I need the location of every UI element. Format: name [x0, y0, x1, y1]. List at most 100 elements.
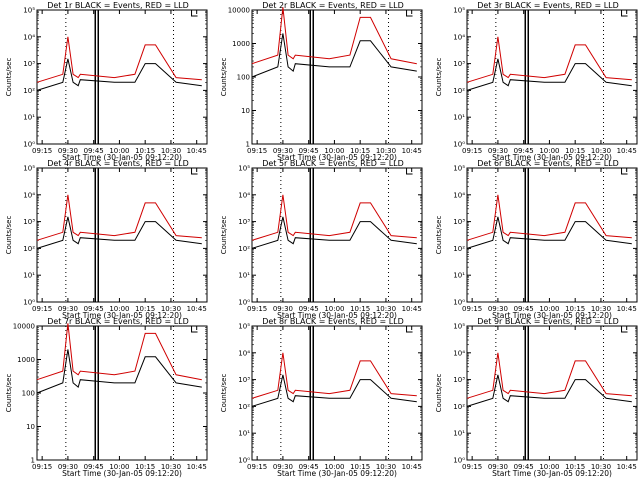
x-tick-label: 10:30 — [161, 463, 181, 471]
panel-title: Det 5r BLACK = Events, RED = LLD — [262, 159, 404, 168]
series-events-line — [251, 33, 417, 78]
x-tick-label: 09:45 — [299, 463, 319, 471]
y-tick-label: 10¹ — [238, 272, 250, 280]
y-tick-label: 10⁰ — [238, 457, 250, 465]
corner-bracket — [191, 326, 198, 333]
y-tick-label: 10² — [238, 245, 250, 253]
x-tick-label: 10:45 — [617, 463, 637, 471]
x-axis-label: Start Time (30-Jan-05 09:12:20) — [62, 469, 182, 478]
y-tick-label: 10¹ — [453, 272, 465, 280]
corner-bracket — [191, 10, 198, 17]
x-tick-label: 09:15 — [32, 305, 52, 313]
series-lld-line — [466, 194, 632, 241]
detector-panel: Det 5r BLACK = Events, RED = LLD 10⁰ 10¹ 10… — [220, 159, 423, 320]
y-tick-label: 10⁰ — [23, 299, 35, 307]
x-tick-label: 09:45 — [84, 147, 104, 155]
corner-bracket — [621, 10, 628, 17]
x-tick-label: 10:15 — [350, 463, 370, 471]
x-tick-label: 09:30 — [488, 147, 508, 155]
x-tick-label: 09:15 — [32, 147, 52, 155]
y-axis-label: Counts/sec — [435, 374, 443, 413]
panel-title: Det 8r BLACK = Events, RED = LLD — [262, 317, 404, 326]
y-tick-label: 10⁰ — [238, 299, 250, 307]
x-axis-label: Start Time (30-Jan-05 09:12:20) — [62, 311, 182, 320]
x-tick-label: 10:30 — [591, 305, 611, 313]
y-tick-label: 10⁰ — [453, 141, 465, 149]
panel-title: Det 7r BLACK = Events, RED = LLD — [47, 317, 189, 326]
y-tick-label: 10⁵ — [23, 7, 35, 15]
y-axis-label: Counts/sec — [220, 374, 228, 413]
x-tick-label: 10:30 — [161, 305, 181, 313]
x-tick-label: 09:30 — [58, 147, 78, 155]
x-tick-label: 10:30 — [591, 463, 611, 471]
y-tick-label: 1 — [31, 457, 35, 465]
x-tick-label: 10:45 — [402, 147, 422, 155]
detector-panel: Det 3r BLACK = Events, RED = LLD 10⁰ 10¹ 10… — [435, 1, 638, 162]
x-tick-label: 09:45 — [84, 463, 104, 471]
x-tick-label: 10:45 — [617, 147, 637, 155]
series-events-line — [36, 58, 202, 91]
x-axis-label: Start Time (30-Jan-05 09:12:20) — [492, 469, 612, 478]
series-events-line — [466, 216, 632, 249]
y-tick-label: 10⁴ — [23, 191, 35, 199]
series-events-line — [251, 374, 417, 407]
y-axis-label: Counts/sec — [5, 374, 13, 413]
y-axis-label: Counts/sec — [5, 216, 13, 255]
series-events-line — [466, 58, 632, 91]
y-tick-label: 10⁵ — [453, 323, 465, 331]
y-tick-label: 10 — [26, 423, 35, 431]
y-tick-label: 1000 — [232, 40, 250, 48]
x-tick-label: 09:45 — [299, 147, 319, 155]
y-axis-label: Counts/sec — [435, 216, 443, 255]
series-lld-line — [466, 36, 632, 83]
y-tick-label: 10⁰ — [453, 299, 465, 307]
panel-title: Det 3r BLACK = Events, RED = LLD — [477, 1, 619, 10]
x-tick-label: 09:15 — [247, 147, 267, 155]
panel-title: Det 4r BLACK = Events, RED = LLD — [47, 159, 189, 168]
plot-frame — [466, 325, 638, 461]
x-tick-label: 09:15 — [247, 463, 267, 471]
x-tick-label: 09:15 — [32, 463, 52, 471]
y-tick-label: 10³ — [453, 376, 465, 384]
panel-title: Det 9r BLACK = Events, RED = LLD — [477, 317, 619, 326]
detector-panel: Det 4r BLACK = Events, RED = LLD 10⁰ 10¹ 10… — [5, 159, 208, 320]
x-tick-label: 09:45 — [84, 305, 104, 313]
x-tick-label: 10:15 — [135, 147, 155, 155]
y-tick-label: 10¹ — [238, 430, 250, 438]
x-tick-label: 09:30 — [58, 463, 78, 471]
x-tick-label: 10:45 — [187, 463, 207, 471]
y-tick-label: 10¹ — [453, 430, 465, 438]
series-lld-line — [36, 194, 202, 241]
y-tick-label: 100 — [22, 390, 35, 398]
detector-panel: Det 6r BLACK = Events, RED = LLD 10⁰ 10¹ 10… — [435, 159, 638, 320]
x-tick-label: 09:30 — [273, 463, 293, 471]
plot-frame — [251, 9, 423, 145]
x-tick-label: 09:15 — [462, 305, 482, 313]
corner-bracket — [191, 168, 198, 175]
x-tick-label: 09:15 — [462, 463, 482, 471]
x-tick-label: 10:30 — [376, 305, 396, 313]
x-axis-label: Start Time (30-Jan-05 09:12:20) — [62, 153, 182, 162]
x-tick-label: 10:15 — [565, 463, 585, 471]
series-lld-line — [251, 194, 417, 241]
detector-panel: Det 1r BLACK = Events, RED = LLD 10⁰ 10¹ 10… — [5, 1, 208, 162]
x-axis-label: Start Time (30-Jan-05 09:12:20) — [277, 311, 397, 320]
corner-bracket — [621, 168, 628, 175]
y-tick-label: 10000 — [228, 7, 250, 15]
y-tick-label: 10⁵ — [453, 7, 465, 15]
y-tick-label: 10² — [453, 403, 465, 411]
panel-title: Det 6r BLACK = Events, RED = LLD — [477, 159, 619, 168]
y-tick-label: 10⁴ — [453, 349, 465, 357]
x-tick-label: 10:15 — [350, 305, 370, 313]
y-tick-label: 10³ — [23, 218, 35, 226]
x-axis-label: Start Time (30-Jan-05 09:12:20) — [277, 153, 397, 162]
y-tick-label: 10⁵ — [238, 165, 250, 173]
y-axis-label: Counts/sec — [220, 58, 228, 97]
y-tick-label: 10000 — [13, 323, 35, 331]
x-tick-label: 09:30 — [273, 147, 293, 155]
series-events-line — [36, 216, 202, 249]
y-tick-label: 10⁴ — [238, 191, 250, 199]
x-tick-label: 10:00 — [109, 147, 129, 155]
y-tick-label: 10² — [23, 87, 35, 95]
